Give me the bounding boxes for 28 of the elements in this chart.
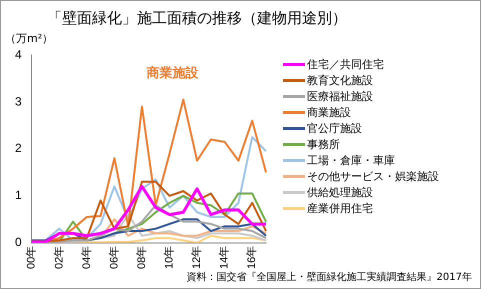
- x-tick-label: 00年: [26, 246, 38, 270]
- annotation: 商業施設: [145, 65, 200, 81]
- x-tick-label: 16年: [246, 246, 258, 270]
- x-tick-label: 10年: [164, 246, 176, 270]
- legend-label: 商業施設: [307, 106, 351, 119]
- y-tick-label: 4: [14, 47, 22, 62]
- legend-label: 教育文化施設: [307, 74, 373, 87]
- legend-label: 産業併用住宅: [307, 202, 373, 215]
- text: 資料：国交省『全国屋上・壁面緑化施工実績調査結果』2017年: [186, 270, 472, 284]
- legend-label: 供給処理施設: [307, 186, 373, 199]
- y-tick-label: 2: [14, 141, 22, 156]
- x-tick-label: 04年: [80, 246, 93, 270]
- legend-label: 官公庁施設: [307, 122, 362, 135]
- legend-label: 事務所: [307, 138, 340, 151]
- legend-label: 住宅／共同住宅: [307, 58, 384, 71]
- legend-label: 医療福祉施設: [307, 90, 373, 103]
- chart-title: 「壁面緑化」施工面積の推移（建物用途別）: [47, 9, 347, 28]
- legend-label: 工場・倉庫・車庫: [307, 154, 395, 167]
- y-tick-label: 0: [14, 235, 22, 250]
- x-tick-label: 08年: [136, 246, 148, 270]
- x-tick-label: 14年: [218, 246, 231, 270]
- legend-label: その他サービス・娯楽施設: [307, 170, 439, 183]
- x-tick-label: 06年: [108, 246, 120, 270]
- y-tick-label: 1: [14, 188, 22, 202]
- x-tick-label: 02年: [53, 246, 66, 270]
- y-tick-label: 3: [14, 94, 22, 108]
- y-axis-title: （万m²）: [5, 31, 54, 46]
- x-tick-label: 12年: [191, 246, 204, 270]
